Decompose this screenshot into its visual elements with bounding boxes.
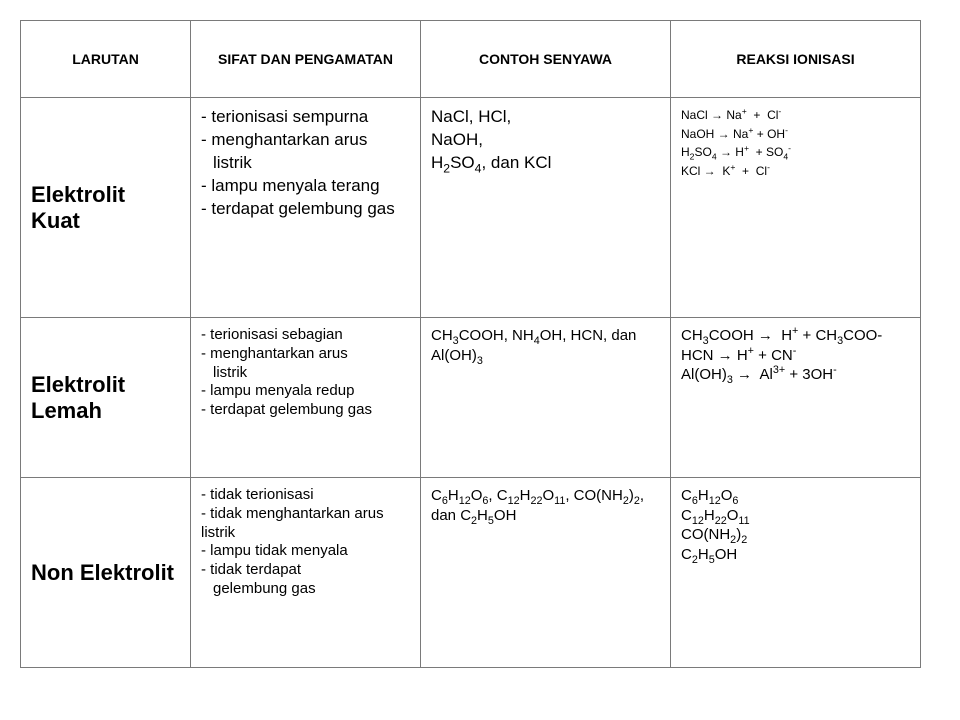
cell-reaksi: C6H12O6C12H22O11CO(NH2)2C2H5OH xyxy=(671,478,921,668)
cell-sifat: - tidak terionisasi- tidak menghantarkan… xyxy=(191,478,421,668)
cell-larutan: Elektrolit Lemah xyxy=(21,318,191,478)
cell-reaksi: CH3COOH → H+ + CH3COO-HCN → H+ + CN-Al(O… xyxy=(671,318,921,478)
electrolyte-table: LARUTAN SIFAT DAN PENGAMATAN CONTOH SENY… xyxy=(20,20,921,668)
header-reaksi: REAKSI IONISASI xyxy=(671,21,921,98)
header-larutan: LARUTAN xyxy=(21,21,191,98)
cell-sifat: - terionisasi sempurna- menghantarkan ar… xyxy=(191,98,421,318)
cell-contoh: C6H12O6, C12H22O11, CO(NH2)2, dan C2H5OH xyxy=(421,478,671,668)
cell-reaksi: NaCl → Na+ + Cl-NaOH → Na+ + OH-H2SO4 → … xyxy=(671,98,921,318)
header-row: LARUTAN SIFAT DAN PENGAMATAN CONTOH SENY… xyxy=(21,21,921,98)
cell-contoh: NaCl, HCl,NaOH,H2SO4, dan KCl xyxy=(421,98,671,318)
cell-larutan: Elektrolit Kuat xyxy=(21,98,191,318)
cell-contoh: CH3COOH, NH4OH, HCN, dan Al(OH)3 xyxy=(421,318,671,478)
cell-sifat: - terionisasi sebagian- menghantarkan ar… xyxy=(191,318,421,478)
table-row: Non Elektrolit- tidak terionisasi- tidak… xyxy=(21,478,921,668)
cell-larutan: Non Elektrolit xyxy=(21,478,191,668)
header-sifat: SIFAT DAN PENGAMATAN xyxy=(191,21,421,98)
table-row: Elektrolit Lemah- terionisasi sebagian- … xyxy=(21,318,921,478)
table-row: Elektrolit Kuat- terionisasi sempurna- m… xyxy=(21,98,921,318)
header-contoh: CONTOH SENYAWA xyxy=(421,21,671,98)
